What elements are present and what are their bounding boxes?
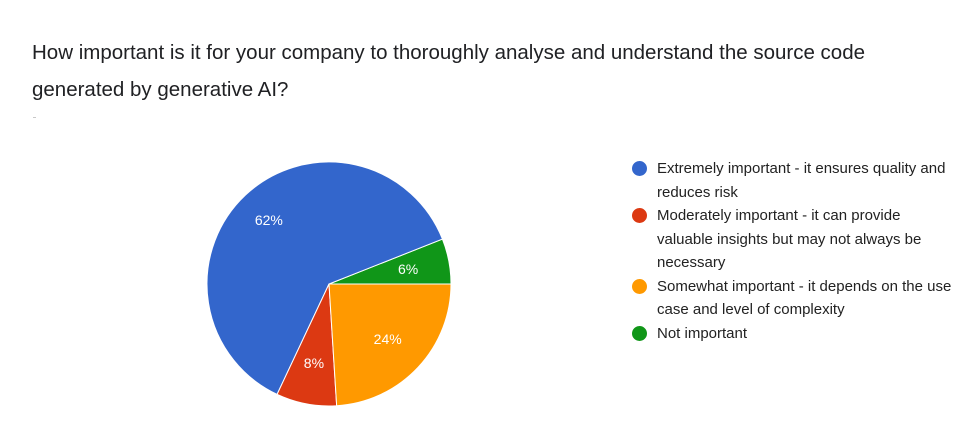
question-title: How important is it for your company to …	[32, 41, 865, 101]
pie-label-moderately-important: 8%	[304, 355, 324, 371]
pie-slice-somewhat-important	[328, 283, 452, 407]
pie-slice-extremely-important	[206, 161, 444, 396]
legend-item-somewhat-important: Somewhat important - it depends on the u…	[632, 275, 957, 322]
legend-swatch-somewhat-important	[632, 278, 647, 294]
pie-label-extremely-important: 62%	[255, 212, 283, 228]
pie-label-not-important: 6%	[398, 261, 418, 277]
divider-mark	[33, 117, 36, 118]
legend-item-extremely-important: Extremely important - it ensures quality…	[632, 157, 957, 204]
legend-swatch-moderately-important	[632, 208, 647, 223]
legend-label-moderately-important: Moderately important - it can provide va…	[657, 207, 922, 271]
legend-label-somewhat-important: Somewhat important - it depends on the u…	[657, 277, 952, 319]
legend-item-not-important: Not important	[632, 322, 957, 346]
chart-legend: Extremely important - it ensures quality…	[632, 157, 957, 345]
legend-item-moderately-important: Moderately important - it can provide va…	[632, 204, 957, 275]
legend-label-not-important: Not important	[657, 324, 748, 342]
legend-swatch-extremely-important	[632, 161, 647, 176]
legend-swatch-not-important	[632, 325, 647, 341]
pie-label-somewhat-important: 24%	[374, 331, 402, 347]
legend-label-extremely-important: Extremely important - it ensures quality…	[657, 160, 946, 201]
